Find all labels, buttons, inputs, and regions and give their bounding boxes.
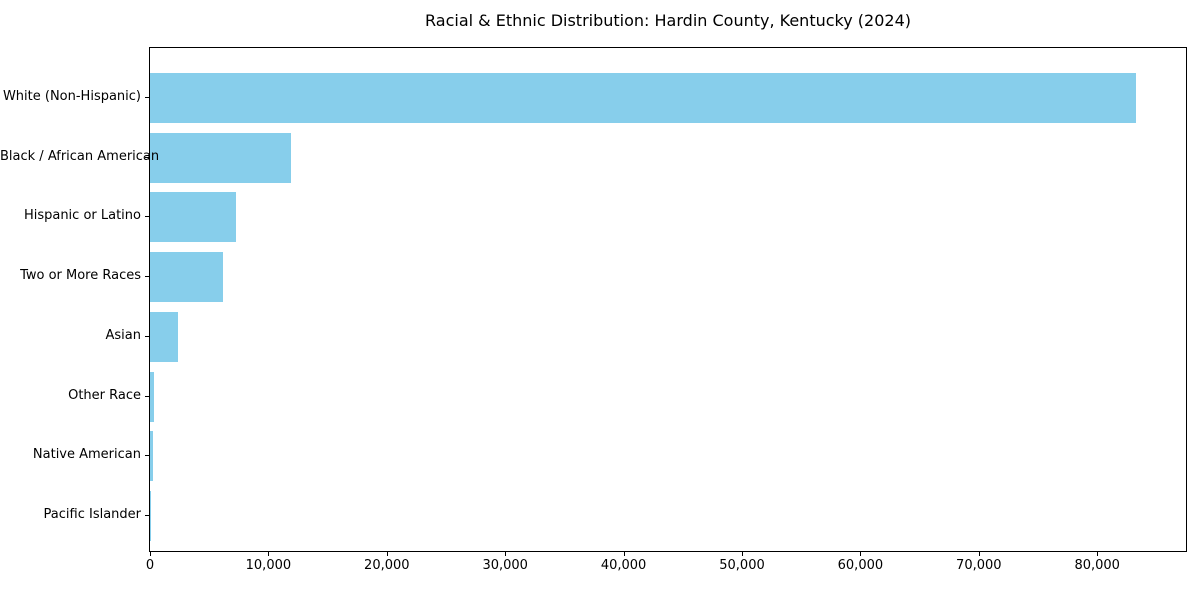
x-tick-mark: [742, 552, 743, 556]
y-tick-mark: [145, 514, 149, 516]
x-tick-label: 0: [145, 558, 155, 573]
x-tick-label: 50,000: [719, 558, 765, 573]
x-tick-label: 20,000: [364, 558, 410, 573]
x-tick-label: 60,000: [837, 558, 884, 573]
y-tick-mark: [145, 97, 149, 98]
x-tick-mark: [978, 552, 980, 556]
y-tick-label: Two or More Races: [20, 268, 141, 284]
x-tick-mark: [150, 552, 151, 556]
x-tick-label: 70,000: [956, 558, 1002, 573]
y-tick-mark: [145, 395, 149, 397]
y-tick-label: Hispanic or Latino: [23, 208, 141, 224]
bar: [150, 431, 153, 482]
y-tick-label: Asian: [105, 327, 141, 343]
x-tick-mark: [1097, 552, 1099, 556]
y-tick-label: Native American: [32, 447, 141, 463]
x-tick-mark: [860, 552, 862, 556]
chart-title: Racial & Ethnic Distribution: Hardin Cou…: [425, 11, 911, 30]
x-tick-label: 30,000: [482, 558, 528, 573]
bar: [150, 371, 155, 422]
bar: [150, 311, 179, 362]
bar: [150, 73, 1137, 123]
y-tick-mark: [145, 335, 149, 337]
bar: [150, 252, 224, 303]
y-tick-label: Other Race: [68, 387, 141, 403]
y-tick-mark: [145, 276, 149, 278]
y-tick-label: Black / African American: [0, 148, 160, 164]
y-tick-mark: [145, 455, 149, 457]
bar: [150, 132, 291, 183]
x-tick-mark: [268, 552, 270, 556]
bar: [150, 192, 237, 243]
x-tick-mark: [505, 552, 507, 556]
plot-area: [149, 47, 1187, 552]
y-tick-mark: [145, 216, 149, 218]
y-tick-label: White (Non-Hispanic): [2, 89, 141, 104]
x-tick-label: 80,000: [1074, 558, 1120, 573]
x-tick-label: 10,000: [245, 558, 292, 573]
x-tick-mark: [623, 552, 625, 556]
x-tick-mark: [386, 552, 388, 556]
bar: [150, 490, 152, 541]
x-tick-label: 40,000: [600, 558, 647, 573]
y-tick-mark: [145, 156, 149, 158]
y-tick-label: Pacific Islander: [43, 506, 141, 522]
